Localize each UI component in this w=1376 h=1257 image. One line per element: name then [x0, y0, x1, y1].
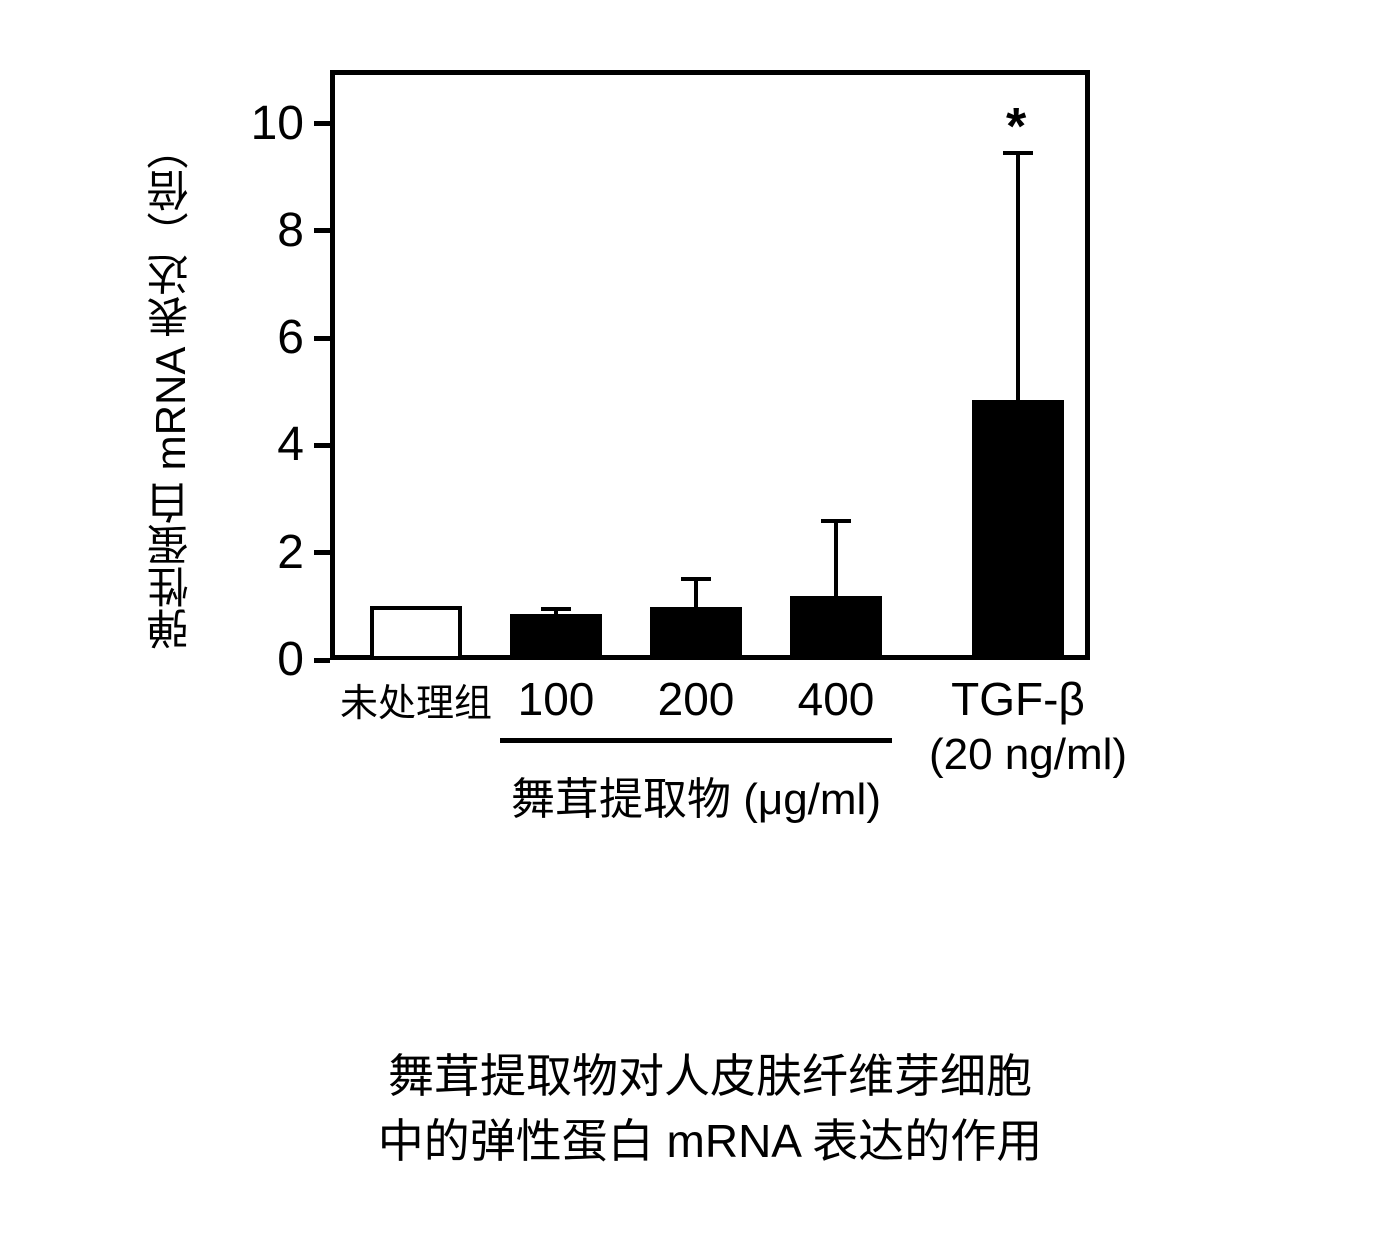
error-bar-cap — [681, 577, 711, 581]
y-tick-label: 6 — [234, 310, 304, 365]
bar — [650, 607, 742, 660]
bar — [510, 614, 602, 660]
error-bar-line — [694, 579, 698, 607]
y-tick-mark — [314, 121, 330, 126]
y-tick-label: 4 — [234, 417, 304, 472]
y-tick-label: 8 — [234, 203, 304, 258]
y-tick-label: 2 — [234, 525, 304, 580]
y-tick-mark — [314, 336, 330, 341]
caption-line-1: 舞茸提取物对人皮肤纤维芽细胞 — [270, 1040, 1150, 1106]
error-bar-line — [834, 521, 838, 596]
bar — [790, 596, 882, 660]
y-tick-mark — [314, 658, 330, 663]
x-tick-label: TGF-β — [908, 672, 1128, 726]
tgf-sublabel: (20 ng/ml) — [878, 730, 1178, 780]
group-label: 舞茸提取物 (μg/ml) — [460, 763, 932, 827]
y-tick-mark — [314, 443, 330, 448]
y-tick-label: 10 — [234, 96, 304, 151]
chart-container: 弹性蛋白 mRNA 表达（倍） 0246810 * 未处理组100200400T… — [20, 20, 1376, 1237]
bar — [370, 606, 462, 660]
group-line — [500, 738, 892, 743]
y-tick-mark — [314, 228, 330, 233]
error-bar-cap — [541, 607, 571, 611]
y-axis-label: 弹性蛋白 mRNA 表达（倍） — [140, 130, 201, 650]
error-bar-cap — [821, 519, 851, 523]
error-bar-line — [1016, 153, 1020, 400]
caption-line-2: 中的弹性蛋白 mRNA 表达的作用 — [270, 1105, 1150, 1171]
significance-marker: * — [1006, 97, 1026, 157]
y-tick-label: 0 — [234, 632, 304, 687]
bar — [972, 400, 1064, 660]
y-tick-mark — [314, 550, 330, 555]
